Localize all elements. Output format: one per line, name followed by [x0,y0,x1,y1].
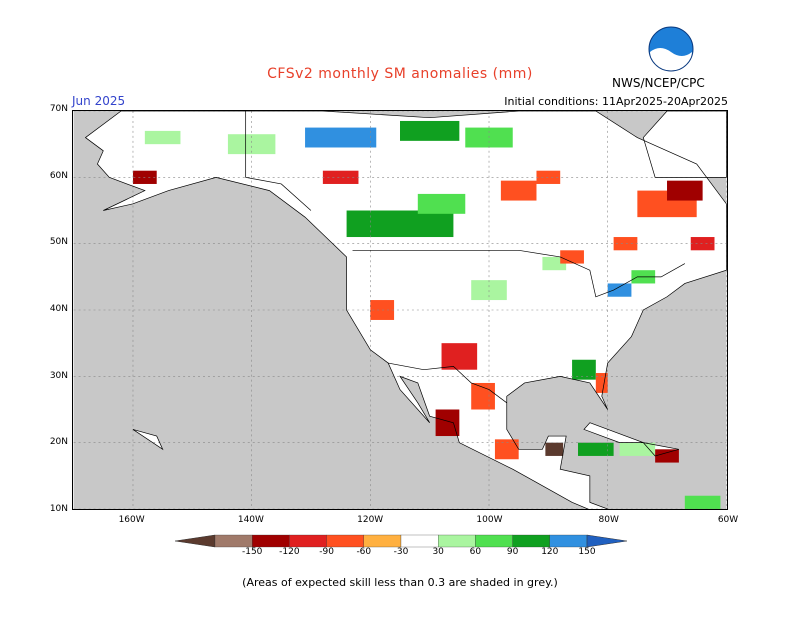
latitude-label: 40N [49,304,68,314]
anomaly-patch [595,373,608,393]
map-title: CFSv2 monthly SM anomalies (mm) [267,66,533,82]
anomaly-patch [542,256,567,271]
anomaly-patch [441,343,478,370]
legend-swatch [549,534,588,548]
border-us-canada [352,249,686,298]
legend-label: 150 [578,547,596,557]
legend-swatch [289,534,327,548]
legend-swatch [400,534,439,548]
anomaly-patch [346,210,454,238]
legend-label: 120 [541,547,559,557]
anomaly-patch [619,442,656,456]
anomaly-patch [560,250,584,264]
anomaly-patch [435,409,460,437]
legend-swatch [363,534,402,548]
legend-swatch [475,534,513,548]
anomaly-patch [684,495,721,509]
anomaly-patch [322,170,359,184]
legend-label: 60 [469,547,482,557]
anomaly-patch [144,130,181,145]
latitude-label: 30N [49,370,68,381]
legend-label: 30 [432,547,444,557]
latitude-label: 50N [49,237,68,248]
legend-swatch [326,534,364,548]
anomaly-patch [607,283,632,297]
legend-label: -90 [319,547,334,557]
coastline-island [132,429,164,451]
forecast-month: Jun 2025 [72,94,126,108]
anomaly-patch [500,180,537,201]
anomaly-patch [545,442,564,456]
border-us-mexico [388,362,507,404]
anomaly-patch [494,439,519,460]
latitude-label: 10N [49,504,68,514]
land-north-america [85,111,727,509]
longitude-label: 120W [357,515,384,525]
agency-label: NWS/NCEP/CPC [612,76,705,90]
anomaly-patches [132,120,721,509]
legend-swatch [214,534,253,548]
skill-footnote: (Areas of expected skill less than 0.3 a… [242,576,558,589]
legend-tip-high [586,534,627,548]
anomaly-patch [471,382,495,410]
legend-swatch [512,534,550,548]
initial-conditions: Initial conditions: 11Apr2025-20Apr2025 [504,95,728,108]
legend-label: -60 [356,547,372,557]
latitude-label: 60N [49,170,68,181]
anomaly-patch [400,120,460,141]
longitude-label: 100W [476,515,503,525]
coastline-island [642,442,679,457]
anomaly-patch [417,193,466,214]
legend-label: -120 [279,547,300,557]
legend-label: -150 [241,547,263,557]
coastline-north-america [84,111,727,509]
coastline-greenland [642,111,727,178]
anomaly-map [72,110,728,510]
land-island [583,422,644,443]
longitude-label: 160W [118,515,145,525]
longitude-label: 60W [717,515,739,525]
anomaly-patch [578,442,614,456]
color-legend [175,534,627,548]
legend-tip-low [175,534,216,548]
legend-label: -30 [393,547,409,557]
anomaly-patch [690,237,715,251]
latitude-label: 70N [49,104,68,114]
anomaly-patch [471,280,507,301]
graticule [73,111,727,509]
legend-label: 90 [506,547,519,557]
longitude-label: 140W [237,515,264,525]
land-greenland [643,111,727,178]
anomaly-patch [305,127,377,148]
coastlines [84,111,727,509]
border-alaska-canada [245,111,312,211]
anomaly-patch [655,449,679,463]
anomaly-patch [536,170,561,184]
noaa-logo [648,26,694,73]
coastline-island [583,422,644,443]
anomaly-patch [572,359,596,380]
anomaly-patch [227,134,276,155]
longitude-label: 80W [598,515,619,525]
legend-swatch [438,534,476,548]
anomaly-patch [667,180,703,201]
anomaly-patch [613,237,638,251]
legend-swatch [252,534,290,548]
latitude-label: 20N [49,437,68,448]
